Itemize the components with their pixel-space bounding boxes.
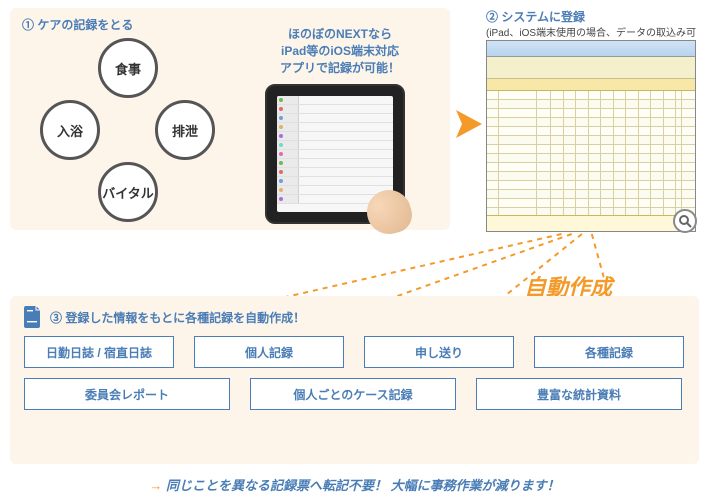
arrow-right-icon (456, 110, 482, 138)
panel-auto-documents: ③ 登録した情報をもとに各種記録を自動作成！ 日勤日誌 / 宿直日誌個人記録申し… (10, 296, 699, 464)
doc-card: 個人記録 (194, 336, 344, 368)
footer-text: 同じことを異なる記録票へ転記不要！ 大幅に事務作業が減ります！ (166, 478, 560, 493)
circle-excretion: 排泄 (155, 100, 215, 160)
circle-vital: バイタル (98, 162, 158, 222)
system-toolbar (487, 57, 695, 79)
footer-arrow-icon: → (149, 478, 162, 493)
document-icon (24, 306, 42, 328)
footer-message: → 同じことを異なる記録票へ転記不要！ 大幅に事務作業が減ります！ (0, 475, 709, 494)
document-cards: 日勤日誌 / 宿直日誌個人記録申し送り各種記録 委員会レポート個人ごとのケース記… (24, 336, 685, 410)
ipad-device (265, 84, 405, 224)
doc-card: 委員会レポート (24, 378, 230, 410)
circle-bath: 入浴 (40, 100, 100, 160)
panel2-title: ② システムに登録 (486, 8, 585, 25)
system-grid (487, 91, 695, 215)
doc-card: 豊富な統計資料 (476, 378, 682, 410)
system-header-row (487, 79, 695, 91)
doc-card: 個人ごとのケース記録 (250, 378, 456, 410)
system-titlebar (487, 41, 695, 57)
panel3-title: ③ 登録した情報をもとに各種記録を自動作成！ (50, 309, 305, 326)
doc-card: 各種記録 (534, 336, 684, 368)
care-circles: 食事 入浴 排泄 バイタル (40, 38, 220, 218)
zoom-icon[interactable] (673, 209, 697, 233)
panel3-header: ③ 登録した情報をもとに各種記録を自動作成！ (10, 296, 699, 332)
panel-care-record: ① ケアの記録をとる 食事 入浴 排泄 バイタル ほのぼのNEXTならiPad等… (10, 8, 450, 230)
system-footer (487, 215, 695, 231)
panel1-title: ① ケアの記録をとる (22, 16, 133, 33)
doc-card: 申し送り (364, 336, 514, 368)
doc-card: 日勤日誌 / 宿直日誌 (24, 336, 174, 368)
system-screenshot (486, 40, 696, 232)
circle-meal: 食事 (98, 38, 158, 98)
ipad-callout: ほのぼのNEXTならiPad等のiOS端末対応アプリで記録が可能！ (250, 26, 430, 76)
